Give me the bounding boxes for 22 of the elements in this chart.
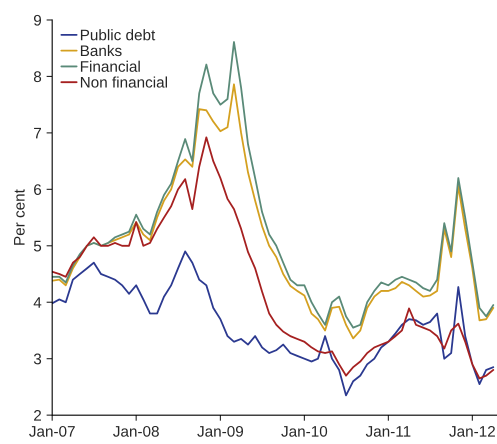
legend-label: Financial [80, 60, 140, 72]
legend-label: Non financial [80, 76, 167, 88]
x-tick-label: Jan-08 [113, 426, 159, 437]
y-tick-label: 8 [34, 71, 42, 82]
x-tick-label: Jan-12 [449, 426, 495, 437]
line-series [52, 41, 494, 329]
y-tick-label: 9 [34, 14, 42, 26]
x-tick-label: Jan-07 [29, 426, 75, 437]
x-tick-label: Jan-09 [197, 426, 244, 437]
x-tick-label: Jan-11 [366, 426, 410, 437]
legend-label: Public debt [80, 29, 156, 40]
legend-label: Banks [80, 44, 122, 56]
y-axis-title: Per cent [14, 189, 25, 245]
x-tick-label: Jan-10 [281, 426, 328, 437]
y-tick-label: 7 [34, 128, 41, 138]
y-tick-label: 4 [34, 297, 42, 308]
y-tick-label: 6 [34, 184, 42, 196]
y-tick-label: 5 [34, 240, 42, 252]
line-series [52, 250, 494, 396]
y-tick-label: 2 [34, 410, 41, 421]
line-series [52, 136, 494, 380]
y-tick-label: 3 [34, 354, 42, 364]
